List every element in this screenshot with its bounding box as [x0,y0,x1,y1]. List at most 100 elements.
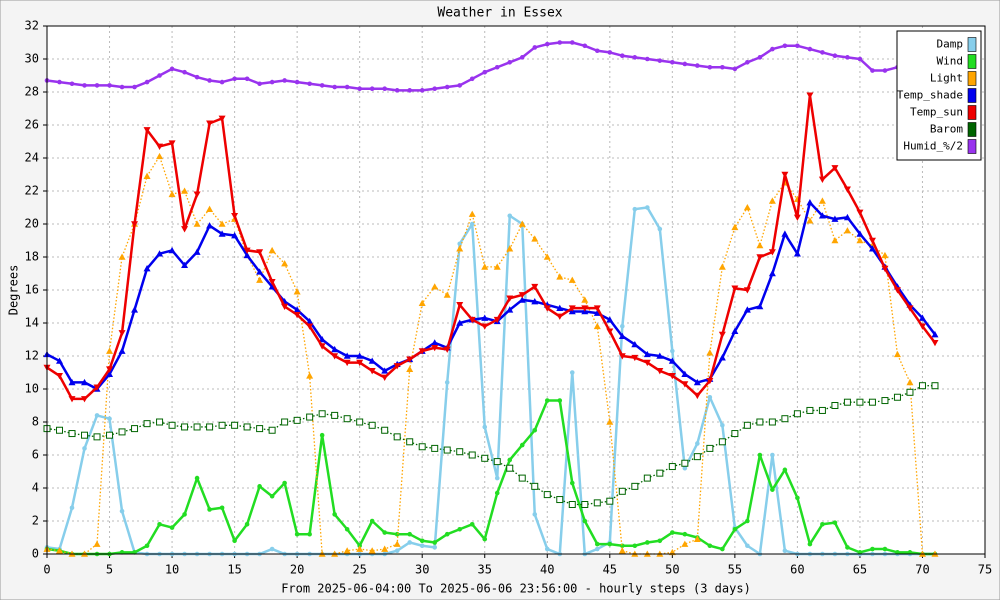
marker [207,507,212,512]
legend-swatch [967,105,977,120]
marker [143,265,151,272]
marker [207,78,212,83]
marker [369,86,375,91]
marker [631,340,639,348]
marker [356,359,364,367]
marker [606,328,614,335]
marker [231,421,239,429]
marker [243,423,251,431]
marker [807,541,813,547]
marker [519,442,525,448]
marker [931,340,939,347]
marker [695,63,700,68]
marker [670,348,675,354]
marker [394,531,400,537]
marker [893,393,901,401]
marker [443,346,451,353]
marker [431,283,439,290]
marker [157,522,162,527]
y-tick-label: 16 [25,283,39,297]
marker [831,402,839,409]
marker [281,418,289,426]
marker [881,251,889,259]
marker [581,501,589,508]
marker [494,490,500,496]
marker [607,541,613,547]
marker [593,499,601,507]
marker [695,441,700,446]
marker [718,263,726,270]
marker [394,548,400,553]
marker [193,423,201,431]
marker [681,459,689,467]
marker [406,438,414,446]
marker [131,306,139,313]
marker [206,423,214,431]
marker [181,187,189,194]
series [44,40,938,93]
marker [568,501,576,508]
marker [645,205,650,210]
marker [368,368,376,375]
legend-swatch [967,122,977,137]
marker [193,248,201,255]
marker [156,418,164,426]
x-tick-label: 25 [352,563,366,577]
marker [918,382,926,390]
marker [118,428,126,436]
marker [519,55,525,60]
marker [344,526,350,532]
marker [544,398,550,403]
y-tick-label: 4 [32,481,39,495]
marker [81,396,89,403]
marker [169,525,175,530]
marker [118,347,126,354]
marker [143,420,151,428]
marker [781,171,789,178]
marker [93,540,101,547]
marker [456,448,464,456]
marker [243,251,251,259]
marker [843,398,851,406]
marker [668,463,676,471]
marker [407,540,412,545]
marker [743,204,751,211]
marker [382,86,387,91]
marker [181,261,189,269]
plot-border [46,25,986,555]
marker [706,377,714,385]
marker [893,350,901,358]
marker [194,74,200,80]
marker [757,452,763,458]
marker [845,545,850,550]
x-tick-label: 75 [978,563,992,577]
marker [620,324,625,329]
marker [244,522,250,527]
marker [568,305,576,312]
marker [468,210,476,217]
marker [469,522,475,527]
marker [606,497,614,505]
marker [670,530,675,535]
marker [770,487,775,492]
marker [832,53,838,58]
marker [131,425,139,433]
marker [731,430,739,438]
marker [168,421,176,429]
marker [568,276,576,283]
marker [768,249,776,256]
y-tick-label: 6 [32,448,39,462]
marker [457,241,463,247]
marker [81,431,89,439]
marker [169,66,175,72]
marker [393,540,401,547]
marker [93,433,101,441]
marker [432,86,438,91]
marker [281,260,289,267]
marker [382,530,387,535]
legend-label: Damp [937,38,964,51]
marker [243,247,251,254]
marker [507,60,513,65]
marker [256,276,264,283]
marker [756,418,764,426]
